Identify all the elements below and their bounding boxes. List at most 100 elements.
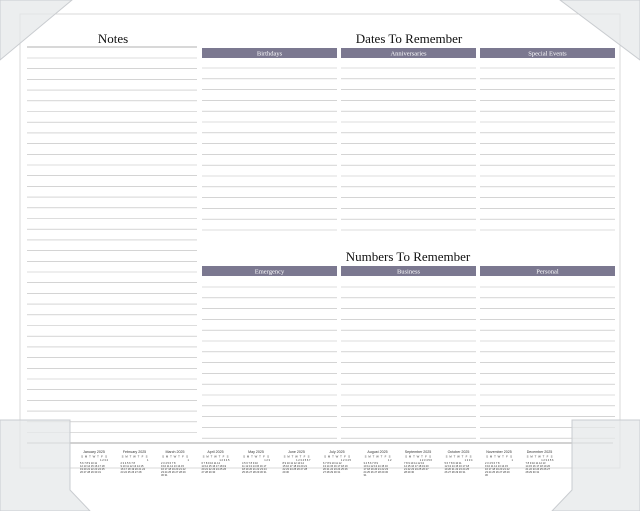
week-days: 30 31 [161,473,168,477]
week-days: 13 14 15 16 17 18 19 [202,464,227,468]
column-bar [341,266,476,276]
week-days: 30 [485,473,488,477]
weekday: T [130,455,132,459]
week-days: 23 24 25 26 27 28 [121,470,142,474]
weekday: M [530,455,533,459]
weekday: S [243,455,245,459]
weekday: T [373,455,375,459]
week-days: 21 22 23 24 25 26 27 [526,467,551,471]
month-label: January 2025 [83,450,105,454]
weekday: W [295,455,298,459]
week-days: 29 30 [283,470,290,474]
weekday: T [97,455,99,459]
weekday: W [417,455,420,459]
weekday: W [214,455,217,459]
weekday: M [368,455,371,459]
week-days: 4 5 6 7 8 9 10 [242,461,258,465]
weekday: F [344,455,346,459]
week-days: 2 3 4 5 6 7 8 [121,461,136,465]
weekday: S [122,455,124,459]
weekday: M [125,455,128,459]
week-days: 9 10 11 12 13 14 15 [121,464,144,468]
week-days: 24 25 26 27 28 29 30 [364,470,389,474]
week-days: 12 13 14 15 16 17 18 [445,464,470,468]
column-bar [480,266,615,276]
column-label: Anniversaries [390,50,427,57]
week-days: 16 17 18 19 20 21 22 [485,467,510,471]
weekday: M [85,455,88,459]
weekday: F [304,455,306,459]
notes-title: Notes [98,31,128,46]
weekday: T [332,455,334,459]
weekday: S [227,455,229,459]
week-days: 1 2 3 4 5 6 7 [296,458,311,462]
weekday: T [543,455,545,459]
weekday: T [462,455,464,459]
weekday: W [255,455,258,459]
week-days: 20 21 22 23 24 25 26 [202,467,227,471]
weekday: W [93,455,96,459]
weekday: T [535,455,537,459]
week-days: 25 26 27 28 29 30 31 [242,470,267,474]
week-days: 26 27 28 29 30 31 [445,470,466,474]
weekday: F [506,455,508,459]
weekday: W [174,455,177,459]
week-days: 3 4 5 6 7 8 9 [364,461,379,465]
week-days: 6 7 8 9 10 11 12 [323,461,342,465]
corner-bl [0,419,91,511]
weekday: S [446,455,448,459]
week-days: 20 21 22 23 24 25 26 [323,467,348,471]
corner-br [551,419,640,511]
weekday: F [466,455,468,459]
week-days: 6 7 8 9 10 11 12 [202,461,221,465]
weekday: S [267,455,269,459]
week-days: 15 16 17 18 19 20 21 [283,464,308,468]
weekday: F [142,455,144,459]
weekday: T [178,455,180,459]
weekday: S [486,455,488,459]
weekday: M [247,455,250,459]
month-label: July 2025 [329,450,344,454]
weekday: T [494,455,496,459]
weekday: F [223,455,225,459]
weekday: W [538,455,541,459]
weekday: M [328,455,331,459]
ruled-lines [27,46,615,444]
week-days: 2 3 4 5 6 7 8 [161,461,176,465]
week-days: 16 17 18 19 20 21 22 [161,467,186,471]
week-days: 1 2 3 [264,458,270,462]
week-days: 17 18 19 20 21 22 23 [364,467,389,471]
month-label: June 2025 [288,450,305,454]
weekday: W [376,455,379,459]
weekday: S [429,455,431,459]
weekday: T [138,455,140,459]
weekday: F [182,455,184,459]
column-bar [202,48,337,58]
weekday: S [203,455,205,459]
column-label: Emergency [255,268,285,275]
week-days: 14 15 16 17 18 19 20 [526,464,551,468]
week-days: 27 28 29 30 31 [323,470,341,474]
weekday: S [389,455,391,459]
weekday: S [510,455,512,459]
week-days: 9 10 11 12 13 14 15 [161,464,184,468]
week-days: 1 2 3 4 [465,458,473,462]
month-label: May 2025 [248,450,264,454]
week-days: 1 [188,458,190,462]
month-label: November 2025 [486,450,512,454]
weekday: S [308,455,310,459]
week-days: 23 24 25 26 27 28 29 [485,470,510,474]
weekday: F [101,455,103,459]
weekday: S [81,455,83,459]
week-days: 1 [512,458,514,462]
week-days: 1 [147,458,149,462]
week-days: 28 29 30 [404,470,415,474]
week-days: 22 23 24 25 26 27 28 [283,467,308,471]
weekday: S [405,455,407,459]
week-days: 5 6 7 8 9 10 11 [80,461,98,465]
weekday: M [490,455,493,459]
weekday: T [259,455,261,459]
month-label: February 2025 [123,450,146,454]
